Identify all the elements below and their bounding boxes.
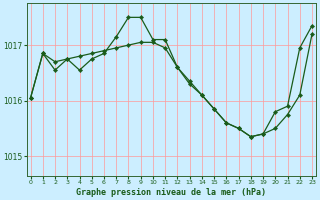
X-axis label: Graphe pression niveau de la mer (hPa): Graphe pression niveau de la mer (hPa)	[76, 188, 266, 197]
